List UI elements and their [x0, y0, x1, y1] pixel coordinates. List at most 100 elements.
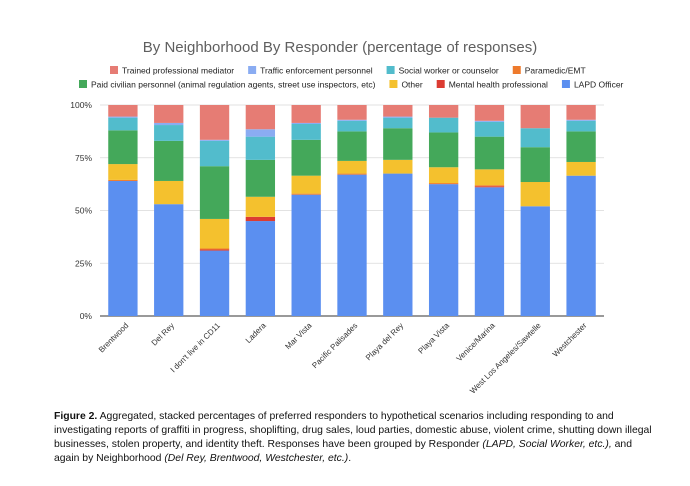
bar-segment-paramedic-emt	[291, 193, 321, 195]
bar-segment-paramedic-emt	[108, 179, 138, 181]
bar-segment-traffic-enforcement-pers	[245, 129, 276, 137]
y-tick-label: 25%	[75, 258, 92, 268]
bar-segment-lapd-officer	[199, 250, 230, 316]
bar-segment-trained-professional-med	[108, 105, 138, 117]
bar-segment-paid-civilian-personnel-	[291, 139, 321, 176]
x-tick-label: I don't live in CD11	[169, 321, 223, 375]
bar-segment-trained-professional-med	[474, 105, 505, 121]
bar-segment-trained-professional-med	[337, 105, 367, 120]
legend-swatch	[79, 80, 87, 88]
bar-segment-paramedic-emt	[199, 248, 230, 250]
legend-item-social-worker-or-counsel: Social worker or counselor	[386, 66, 499, 76]
bar-stack-playa-del-rey	[383, 105, 413, 316]
bar-segment-trained-professional-med	[199, 105, 230, 140]
bar-stack-playa-vista	[428, 105, 459, 316]
bar-segment-lapd-officer	[474, 187, 505, 316]
legend-item-trained-professional-med: Trained professional mediator	[110, 66, 234, 76]
legend-label: Trained professional mediator	[122, 66, 234, 76]
bar-segment-traffic-enforcement-pers	[108, 116, 138, 118]
bar-stack-brentwood	[108, 105, 138, 316]
legend-label: Traffic enforcement personnel	[260, 66, 373, 76]
bar-stack-del-rey	[154, 105, 184, 316]
bar-segment-other	[566, 161, 596, 176]
bar-segment-paid-civilian-personnel-	[474, 136, 505, 170]
bar-segment-other	[337, 160, 367, 174]
bar-segment-paid-civilian-personnel-	[520, 147, 550, 183]
chart-legend: Trained professional mediator Traffic enf…	[79, 66, 624, 90]
legend-swatch	[389, 80, 398, 88]
bar-segment-social-worker-or-counsel	[428, 117, 459, 133]
bar-segment-lapd-officer	[520, 206, 550, 316]
bar-segment-paid-civilian-personnel-	[337, 131, 367, 161]
bar-segment-trained-professional-med	[566, 105, 596, 120]
caption-label: Figure 2.	[54, 411, 98, 422]
bar-segment-paid-civilian-personnel-	[428, 132, 459, 168]
bar-segment-other	[520, 182, 550, 207]
y-tick-label: 0%	[80, 311, 93, 321]
bar-segment-social-worker-or-counsel	[108, 117, 138, 131]
bar-segment-mental-health-profession	[199, 249, 230, 251]
bar-segment-trained-professional-med	[154, 105, 184, 123]
legend-item-mental-health-profession: Mental health professional	[436, 80, 548, 90]
bar-stack-pacific-palisades	[337, 105, 367, 316]
legend-label: LAPD Officer	[574, 80, 624, 90]
legend-swatch	[248, 66, 257, 74]
y-tick-label: 50%	[75, 206, 92, 216]
bar-segment-social-worker-or-counsel	[520, 128, 550, 148]
caption-text-2: and again by Neighborhood	[54, 439, 632, 464]
legend-swatch	[110, 66, 118, 74]
x-tick-label: Del Rey	[150, 321, 176, 347]
legend-label: Mental health professional	[449, 80, 548, 90]
legend-item-paramedic-emt: Paramedic/EMT	[512, 66, 586, 76]
bar-segment-other	[245, 196, 276, 217]
bar-segment-traffic-enforcement-pers	[291, 122, 321, 124]
bar-segment-other	[474, 169, 505, 186]
legend-swatch	[512, 66, 521, 74]
bar-segment-lapd-officer	[566, 175, 596, 316]
bar-segment-lapd-officer	[337, 174, 367, 316]
bar-segment-traffic-enforcement-pers	[566, 119, 596, 121]
x-tick-label: Westchester	[551, 321, 589, 359]
legend-label: Paid civilian personnel (animal regulati…	[91, 80, 376, 90]
bar-stack-westchester	[566, 105, 596, 316]
bar-segment-trained-professional-med	[428, 105, 459, 118]
bar-segment-lapd-officer	[245, 221, 276, 316]
legend-item-paid-civilian-personnel-: Paid civilian personnel (animal regulati…	[79, 80, 376, 90]
bar-segment-lapd-officer	[154, 204, 184, 316]
caption-italic-1: (LAPD, Social Worker, etc.),	[482, 439, 612, 450]
bar-segment-paramedic-emt	[337, 173, 367, 175]
bar-segment-paid-civilian-personnel-	[383, 128, 413, 160]
caption-italic-2: (Del Rey, Brentwood, Westchester, etc.)	[164, 453, 349, 464]
bar-segment-mental-health-profession	[474, 186, 505, 188]
chart-title: By Neighborhood By Responder (percentage…	[143, 39, 537, 56]
bar-segment-other	[199, 218, 230, 249]
caption-text-1: Aggregated, stacked percentages of prefe…	[54, 411, 652, 450]
bar-segment-trained-professional-med	[520, 105, 550, 129]
bar-segment-social-worker-or-counsel	[383, 117, 413, 129]
legend-item-lapd-officer: LAPD Officer	[561, 80, 624, 90]
bar-segment-paid-civilian-personnel-	[199, 166, 230, 219]
bar-stack-mar-vista	[291, 105, 321, 316]
legend-swatch	[436, 80, 445, 88]
bar-segment-other	[108, 164, 138, 180]
bar-stack-west-los-angeles-sawtelle	[520, 105, 550, 316]
y-tick-label: 100%	[70, 100, 92, 110]
bar-segment-traffic-enforcement-pers	[474, 120, 505, 122]
bar-stack-venice-marina	[474, 105, 505, 316]
figure-caption: Figure 2. Aggregated, stacked percentage…	[54, 410, 654, 466]
x-tick-label: Venice/Marina	[455, 321, 498, 364]
bar-segment-traffic-enforcement-pers	[154, 122, 184, 126]
bar-segment-social-worker-or-counsel	[199, 140, 230, 167]
legend-swatch	[561, 80, 570, 88]
bar-segment-trained-professional-med	[291, 105, 321, 123]
x-tick-label: Pacific Palisades	[310, 321, 359, 370]
bar-segment-social-worker-or-counsel	[291, 123, 321, 140]
bar-segment-lapd-officer	[291, 194, 321, 316]
bar-segment-paramedic-emt	[474, 185, 505, 187]
bar-segment-other	[291, 175, 321, 194]
x-tick-label: Mar Vista	[283, 321, 314, 352]
bar-segment-paid-civilian-personnel-	[154, 140, 184, 181]
legend-item-traffic-enforcement-pers: Traffic enforcement personnel	[248, 66, 373, 76]
bar-segment-other	[428, 167, 459, 184]
y-axis: 0% 25% 50% 75% 100%	[70, 100, 92, 321]
